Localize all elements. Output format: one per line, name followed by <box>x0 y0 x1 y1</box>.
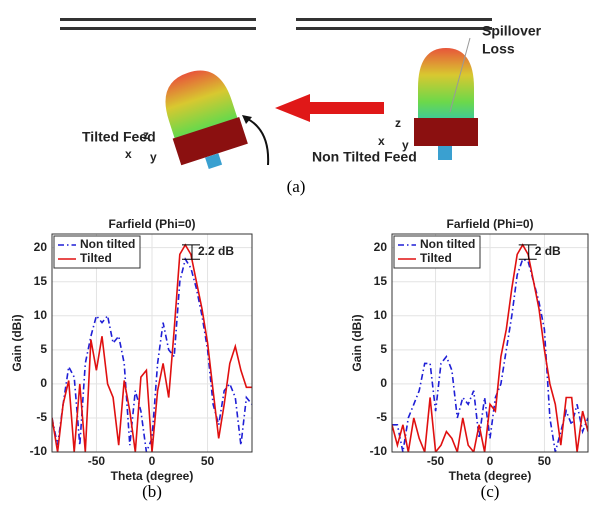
y-tick-label: 10 <box>34 308 48 322</box>
x-tick-label: 0 <box>487 454 494 468</box>
axis-letter: z <box>143 128 149 142</box>
series-line <box>392 243 588 452</box>
legend-box <box>53 235 141 269</box>
x-tick-label: -50 <box>88 454 106 468</box>
legend-box <box>393 235 481 269</box>
y-tick-label: -5 <box>376 410 387 424</box>
annotation: 2.2 dB <box>198 244 234 258</box>
x-axis-label: Theta (degree) <box>111 469 194 483</box>
y-axis-label: Gain (dBi) <box>10 314 24 371</box>
y-tick-label: -5 <box>36 410 47 424</box>
reflector <box>296 18 492 21</box>
legend-label: Tilted <box>80 251 112 265</box>
x-axis-label: Theta (degree) <box>449 469 532 483</box>
chart-title: Farfield (Phi=0) <box>446 217 533 231</box>
y-tick-label: -10 <box>30 444 48 458</box>
y-tick-label: 5 <box>40 342 47 356</box>
y-tick-label: 5 <box>380 342 387 356</box>
legend-label: Non tilted <box>80 237 135 251</box>
tilted-feed <box>165 70 248 169</box>
axis-letter: x <box>125 147 132 161</box>
x-tick-label: 50 <box>538 454 552 468</box>
direction-arrow <box>275 94 384 122</box>
caption: (b) <box>142 482 162 501</box>
chart-title: Farfield (Phi=0) <box>108 217 195 231</box>
series-line <box>52 243 252 452</box>
axis-letter: y <box>402 138 409 152</box>
rotation-arrowhead <box>242 115 252 124</box>
series-line <box>392 258 588 452</box>
plot-border <box>391 233 589 453</box>
reflector <box>296 27 492 30</box>
y-axis-label: Gain (dBi) <box>350 314 364 371</box>
x-tick-label: 50 <box>201 454 215 468</box>
spillover-pointer <box>449 37 471 113</box>
y-tick-label: 10 <box>374 308 388 322</box>
y-tick-label: 20 <box>374 240 388 254</box>
reflector <box>60 27 256 30</box>
y-tick-label: 0 <box>380 376 387 390</box>
axis-letter: y <box>150 150 157 164</box>
legend-label: Non tilted <box>420 237 475 251</box>
reflector <box>60 18 256 21</box>
rotation-arrow <box>245 117 270 166</box>
y-tick-label: 15 <box>374 274 388 288</box>
caption: (a) <box>287 177 306 196</box>
diagram-label: Tilted Feed <box>82 129 156 145</box>
caption: (c) <box>481 482 500 501</box>
annotation: 2 dB <box>535 244 561 258</box>
non-tilted-feed <box>414 48 478 160</box>
y-tick-label: 0 <box>40 376 47 390</box>
y-tick-label: 15 <box>34 274 48 288</box>
axis-letter: z <box>395 116 401 130</box>
diagram-label: Non Tilted Feed <box>312 149 417 165</box>
y-tick-label: 20 <box>34 240 48 254</box>
diagram-label: Spillover <box>482 23 542 39</box>
x-tick-label: 0 <box>149 454 156 468</box>
legend-label: Tilted <box>420 251 452 265</box>
diagram-label: Loss <box>482 41 515 57</box>
y-tick-label: -10 <box>370 444 388 458</box>
plot-border <box>51 233 253 453</box>
axis-letter: x <box>378 134 385 148</box>
diagram: Spillover Loss Tilted Feed Non Tilted Fe… <box>60 18 542 196</box>
x-tick-label: -50 <box>427 454 445 468</box>
